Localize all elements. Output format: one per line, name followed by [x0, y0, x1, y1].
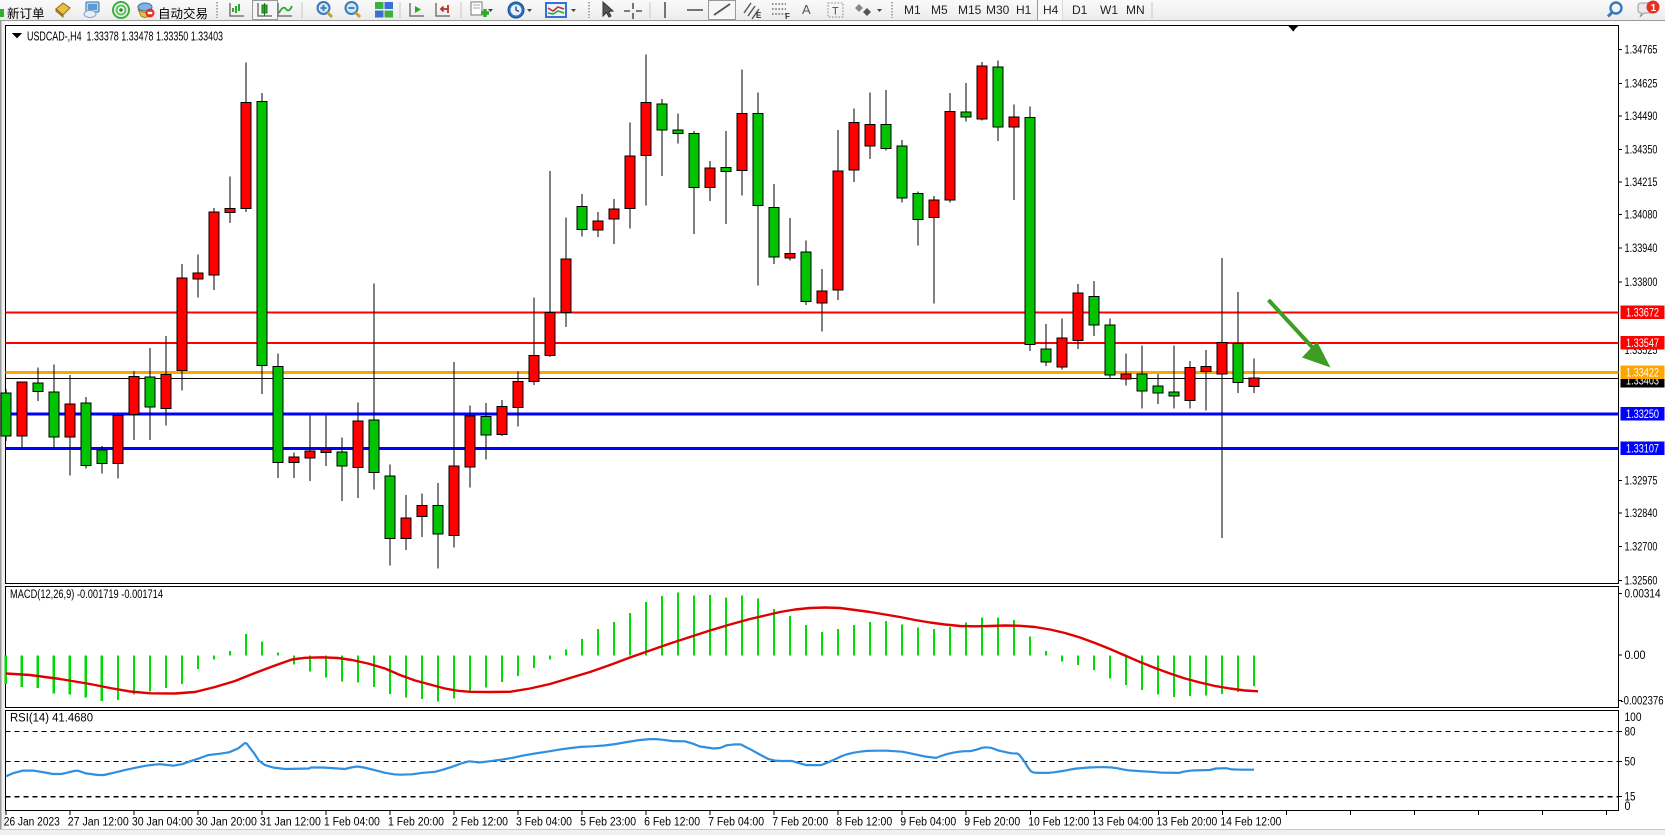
svg-text:7 Feb 20:00: 7 Feb 20:00 [772, 817, 828, 829]
svg-text:T: T [832, 6, 839, 18]
svg-text:15: 15 [1625, 792, 1636, 804]
svg-text:1.34350: 1.34350 [1625, 145, 1658, 157]
svg-text:1 Feb 20:00: 1 Feb 20:00 [388, 817, 444, 829]
svg-text:1.32975: 1.32975 [1625, 475, 1658, 487]
svg-text:1: 1 [1651, 2, 1657, 14]
svg-text:1.33547: 1.33547 [1626, 338, 1659, 350]
svg-text:1.34215: 1.34215 [1625, 177, 1658, 189]
svg-text:1.32560: 1.32560 [1625, 575, 1658, 587]
svg-text:0: 0 [1625, 801, 1631, 813]
svg-text:1.33940: 1.33940 [1625, 243, 1658, 255]
svg-text:1.33672: 1.33672 [1626, 308, 1659, 320]
svg-text:8 Feb 12:00: 8 Feb 12:00 [836, 817, 892, 829]
svg-text:2 Feb 12:00: 2 Feb 12:00 [452, 817, 508, 829]
svg-text:1 Feb 04:00: 1 Feb 04:00 [324, 817, 380, 829]
svg-text:1.34765: 1.34765 [1625, 45, 1658, 57]
svg-text:13 Feb 20:00: 13 Feb 20:00 [1156, 817, 1217, 829]
svg-text:F: F [785, 12, 790, 20]
svg-text:0.00: 0.00 [1625, 650, 1646, 662]
svg-text:80: 80 [1625, 726, 1636, 738]
svg-text:1.33250: 1.33250 [1626, 409, 1659, 421]
svg-text:50: 50 [1625, 756, 1636, 768]
svg-text:1.33800: 1.33800 [1625, 277, 1658, 289]
svg-text:30 Jan 20:00: 30 Jan 20:00 [196, 817, 257, 829]
svg-text:14 Feb 12:00: 14 Feb 12:00 [1220, 817, 1281, 829]
svg-text:6 Feb 12:00: 6 Feb 12:00 [644, 817, 700, 829]
svg-text:5 Feb 23:00: 5 Feb 23:00 [580, 817, 636, 829]
svg-text:1.32840: 1.32840 [1625, 508, 1658, 520]
svg-text:RSI(14) 41.4680: RSI(14) 41.4680 [10, 713, 93, 725]
svg-text:26 Jan 2023: 26 Jan 2023 [4, 817, 60, 829]
svg-text:9 Feb 20:00: 9 Feb 20:00 [964, 817, 1020, 829]
svg-text:3 Feb 04:00: 3 Feb 04:00 [516, 817, 572, 829]
svg-text:1.32700: 1.32700 [1625, 542, 1658, 554]
svg-text:31 Jan 12:00: 31 Jan 12:00 [260, 817, 321, 829]
svg-text:30 Jan 04:00: 30 Jan 04:00 [132, 817, 193, 829]
svg-text:E: E [756, 11, 762, 20]
svg-text:1.33107: 1.33107 [1626, 444, 1659, 456]
svg-text:9 Feb 04:00: 9 Feb 04:00 [900, 817, 956, 829]
svg-text:7 Feb 04:00: 7 Feb 04:00 [708, 817, 764, 829]
svg-text:1.34625: 1.34625 [1625, 78, 1658, 90]
svg-text:1.34080: 1.34080 [1625, 210, 1658, 222]
svg-text:MACD(12,26,9) -0.001719 -0.001: MACD(12,26,9) -0.001719 -0.001714 [10, 589, 163, 601]
svg-text:27 Jan 12:00: 27 Jan 12:00 [68, 817, 129, 829]
svg-text:0.00314: 0.00314 [1625, 589, 1662, 601]
svg-text:10 Feb 12:00: 10 Feb 12:00 [1028, 817, 1089, 829]
svg-text:1.34490: 1.34490 [1625, 111, 1658, 123]
svg-text:13 Feb 04:00: 13 Feb 04:00 [1092, 817, 1153, 829]
svg-text:USDCAD-,H4 1.33378 1.33478 1.: USDCAD-,H4 1.33378 1.33478 1.33350 1.334… [27, 30, 223, 44]
svg-text:1.33422: 1.33422 [1626, 368, 1659, 380]
svg-text:100: 100 [1625, 712, 1642, 724]
svg-text:-0.002376: -0.002376 [1621, 696, 1664, 708]
